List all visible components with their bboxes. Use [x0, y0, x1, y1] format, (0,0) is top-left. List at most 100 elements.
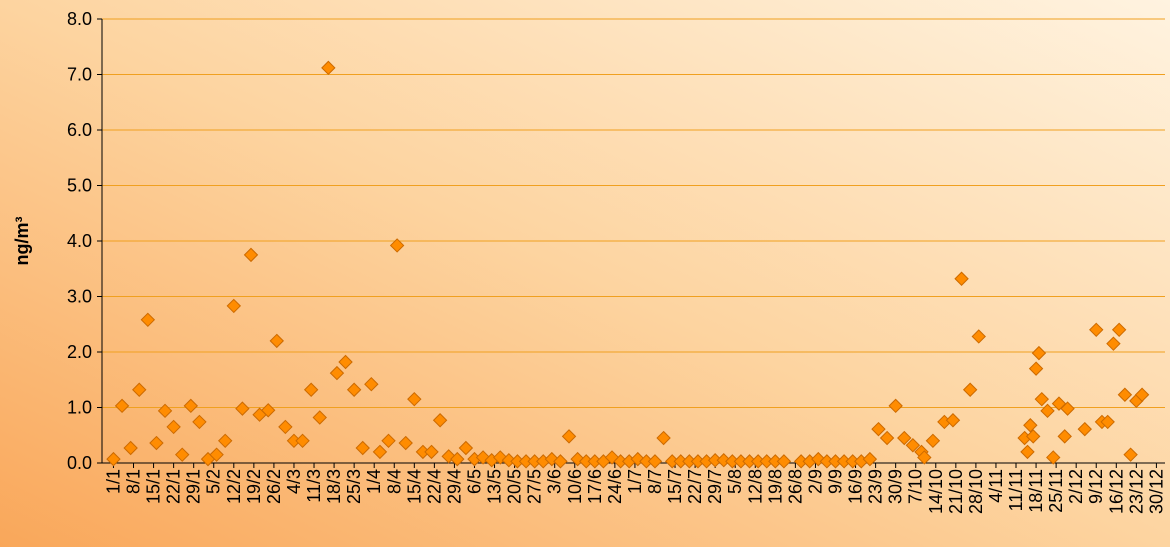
- marker: [140, 312, 156, 328]
- marker: [879, 430, 895, 446]
- x-tick-label: 15/4: [404, 469, 424, 504]
- x-tick-label: 13/5: [485, 469, 505, 504]
- marker: [269, 333, 284, 349]
- marker: [776, 454, 792, 469]
- marker: [364, 376, 379, 392]
- x-tick-label: 11/11: [1006, 469, 1026, 511]
- x-tick-label: 3/6: [545, 469, 565, 494]
- marker: [372, 444, 388, 460]
- marker: [604, 450, 620, 465]
- x-tick-label: 23/12: [1126, 469, 1146, 514]
- y-tick-label: 5.0: [67, 176, 92, 196]
- marker: [243, 247, 259, 263]
- x-tick-label: 5/2: [204, 469, 224, 494]
- x-tick-label: 8/7: [645, 469, 665, 494]
- marker: [1100, 414, 1115, 430]
- marker: [192, 414, 207, 430]
- x-tick-label: 14/10: [926, 469, 946, 514]
- marker: [321, 60, 336, 76]
- marker: [149, 435, 164, 451]
- marker: [1123, 447, 1138, 462]
- marker: [1020, 444, 1035, 460]
- marker: [1106, 336, 1121, 351]
- marker: [175, 447, 190, 462]
- x-tick-label: 8/1: [124, 469, 144, 494]
- marker: [954, 271, 969, 286]
- y-tick-label: 3.0: [67, 287, 92, 307]
- marker: [260, 403, 276, 418]
- marker: [278, 419, 293, 435]
- x-tick-label: 16/9: [846, 469, 866, 504]
- marker: [1040, 403, 1055, 419]
- x-tick-label: 30/12: [1146, 469, 1166, 514]
- marker: [295, 433, 310, 449]
- x-tick-label: 18/3: [324, 469, 344, 504]
- marker: [303, 382, 319, 397]
- marker: [1034, 391, 1050, 407]
- marker: [183, 398, 199, 414]
- marker: [398, 435, 413, 451]
- x-tick-label: 30/9: [886, 469, 906, 504]
- x-tick-label: 17/6: [585, 469, 605, 504]
- y-tick-label: 7.0: [67, 65, 92, 85]
- marker: [1031, 345, 1047, 361]
- marker: [424, 444, 439, 460]
- marker: [888, 398, 903, 414]
- marker: [716, 453, 731, 468]
- x-tick-label: 6/5: [464, 469, 484, 494]
- x-tick-label: 1/4: [364, 469, 384, 494]
- x-tick-label: 9/9: [825, 469, 845, 494]
- marker: [355, 440, 370, 456]
- y-tick-label: 2.0: [67, 342, 92, 362]
- marker: [114, 398, 130, 414]
- x-tick-label: 15/1: [144, 469, 164, 504]
- marker: [962, 382, 978, 397]
- marker: [217, 433, 233, 449]
- marker: [630, 451, 646, 467]
- x-tick-label: 25/11: [1046, 469, 1066, 513]
- x-tick-label: 21/10: [946, 469, 966, 514]
- marker: [450, 451, 465, 467]
- x-tick-label: 18/11: [1026, 469, 1046, 513]
- marker: [1028, 361, 1044, 376]
- x-tick-label: 1/1: [103, 469, 123, 494]
- x-tick-label: 4/3: [284, 469, 304, 494]
- marker: [106, 451, 121, 467]
- marker: [123, 440, 138, 456]
- x-tick-label: 9/12: [1086, 469, 1106, 504]
- marker: [1051, 396, 1067, 411]
- x-tick-label: 7/10: [906, 469, 926, 504]
- marker: [458, 440, 474, 456]
- marker: [553, 454, 568, 469]
- marker: [209, 447, 224, 462]
- marker: [656, 430, 671, 446]
- x-tick-label: 2/12: [1066, 469, 1086, 504]
- x-tick-label: 29/1: [184, 469, 204, 504]
- x-tick-label: 22/1: [164, 469, 184, 504]
- x-tick-label: 15/7: [665, 469, 685, 504]
- x-tick-label: 19/8: [765, 469, 785, 504]
- marker: [132, 382, 147, 397]
- x-tick-label: 11/3: [304, 469, 324, 503]
- x-tick-label: 26/2: [264, 469, 284, 504]
- marker: [166, 419, 181, 435]
- x-tick-label: 26/8: [785, 469, 805, 504]
- marker: [1057, 429, 1072, 444]
- x-tick-label: 23/9: [866, 469, 886, 504]
- marker: [1089, 322, 1104, 338]
- marker: [157, 403, 173, 419]
- marker: [501, 453, 517, 468]
- x-tick-label: 25/3: [344, 469, 364, 504]
- marker: [1046, 450, 1061, 465]
- marker: [1060, 401, 1075, 416]
- x-tick-label: 22/4: [424, 469, 444, 504]
- x-tick-label: 4/11: [986, 469, 1006, 503]
- x-tick-label: 5/8: [725, 469, 745, 494]
- marker: [493, 450, 508, 465]
- marker: [544, 451, 560, 467]
- marker: [389, 238, 405, 253]
- marker: [407, 391, 422, 407]
- x-tick-label: 27/5: [525, 469, 545, 504]
- marker: [971, 329, 986, 344]
